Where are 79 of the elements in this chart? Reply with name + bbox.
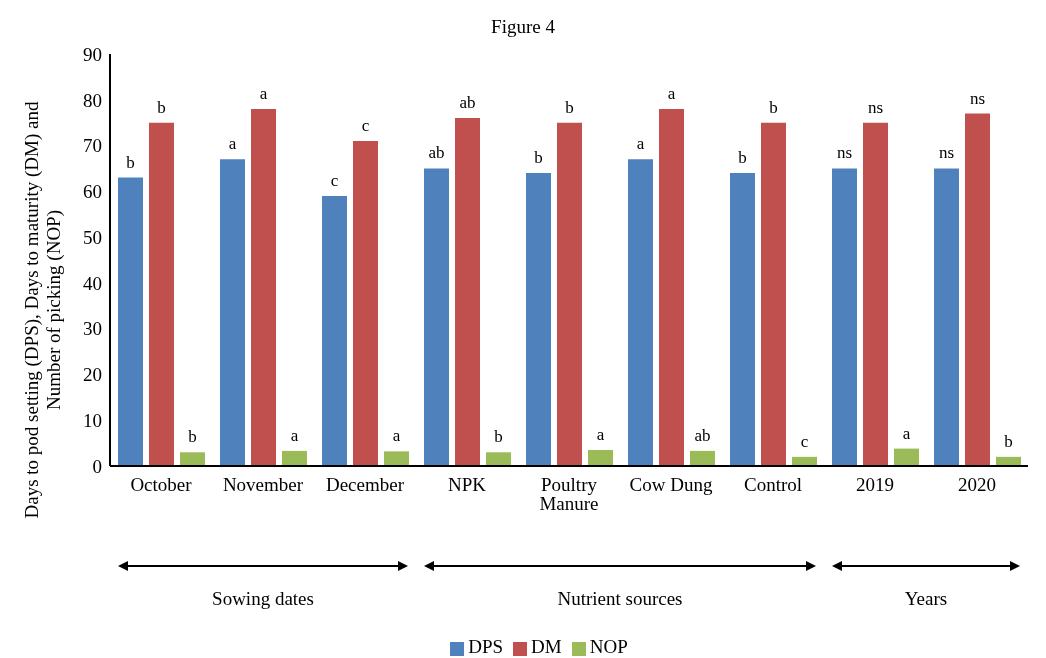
data-label: b: [126, 152, 135, 172]
data-label: ns: [969, 88, 986, 108]
data-label: ab: [428, 143, 445, 163]
bar: [282, 450, 307, 466]
data-label: c: [330, 170, 339, 190]
data-label: ab: [459, 93, 476, 113]
data-label: b: [769, 97, 778, 117]
y-tick-label: 0: [92, 455, 102, 477]
data-label: a: [259, 83, 268, 103]
data-label: b: [494, 427, 503, 447]
x-tick-label: December: [325, 474, 405, 496]
y-tick-label: 40: [83, 272, 102, 294]
y-tick-label: 60: [83, 181, 102, 203]
data-label: a: [228, 134, 237, 154]
legend-label: DM: [531, 636, 562, 657]
chart-title: Figure 4: [490, 16, 556, 38]
bar: [526, 173, 551, 466]
x-tick-label: 2020: [958, 474, 996, 496]
data-label: a: [392, 426, 401, 446]
bar: [628, 159, 653, 466]
data-label: b: [534, 148, 543, 168]
data-label: ab: [694, 425, 711, 445]
data-label: a: [667, 83, 676, 103]
data-label: b: [565, 97, 574, 117]
y-tick-label: 10: [83, 409, 102, 431]
bar: [832, 168, 857, 466]
x-tick-label: Poultry Manure: [539, 474, 599, 515]
y-axis-title: Days to pod setting (DPS), Days to maturity (DM) and Number of picking (NOP): [21, 100, 65, 521]
y-tick-label: 90: [83, 43, 102, 65]
x-tick-label: October: [130, 474, 193, 496]
bar: [118, 177, 143, 466]
data-label: b: [1004, 431, 1013, 451]
data-label: c: [361, 115, 370, 135]
bar: [894, 448, 919, 466]
data-label: ns: [867, 97, 884, 117]
x-tick-label: Cow Dung: [629, 474, 713, 496]
data-label: b: [157, 97, 166, 117]
bar: [486, 452, 511, 466]
x-tick-label: Control: [743, 474, 803, 496]
y-tick-label: 80: [83, 89, 102, 111]
bar: [353, 140, 378, 466]
y-tick-label: 20: [83, 364, 102, 386]
data-label: a: [636, 134, 645, 154]
bar: [180, 452, 205, 466]
bar: [588, 449, 613, 466]
data-label: ns: [836, 143, 853, 163]
bar: [965, 113, 990, 466]
bar: [730, 173, 755, 466]
x-tick-label: 2019: [856, 474, 894, 496]
bar: [384, 451, 409, 466]
data-label: b: [188, 427, 197, 447]
bar: [761, 122, 786, 466]
data-label: c: [800, 431, 809, 451]
bar: [220, 159, 245, 466]
data-label: a: [596, 424, 605, 444]
bar: [934, 168, 959, 466]
y-tick-label: 30: [83, 318, 102, 340]
bar: [322, 195, 347, 466]
y-tick-label: 50: [83, 226, 102, 248]
data-label: a: [902, 423, 911, 443]
bar: [455, 118, 480, 466]
data-label: a: [290, 425, 299, 445]
bar: [424, 168, 449, 466]
text: Sowing dates: [211, 588, 315, 610]
data-label: ns: [938, 143, 955, 163]
data-label: b: [738, 148, 747, 168]
bar: [149, 122, 174, 466]
bar: [863, 122, 888, 466]
bar: [251, 108, 276, 466]
y-tick-label: 70: [83, 135, 102, 157]
bar: [659, 108, 684, 466]
legend-label: DPS: [468, 636, 504, 657]
text: Nutrient sources: [556, 588, 684, 610]
x-tick-label: November: [222, 474, 304, 496]
x-tick-label: NPK: [447, 474, 487, 496]
bar: [557, 122, 582, 466]
bar: [690, 450, 715, 466]
legend-label: NOP: [589, 636, 628, 657]
text: Years: [903, 588, 949, 610]
